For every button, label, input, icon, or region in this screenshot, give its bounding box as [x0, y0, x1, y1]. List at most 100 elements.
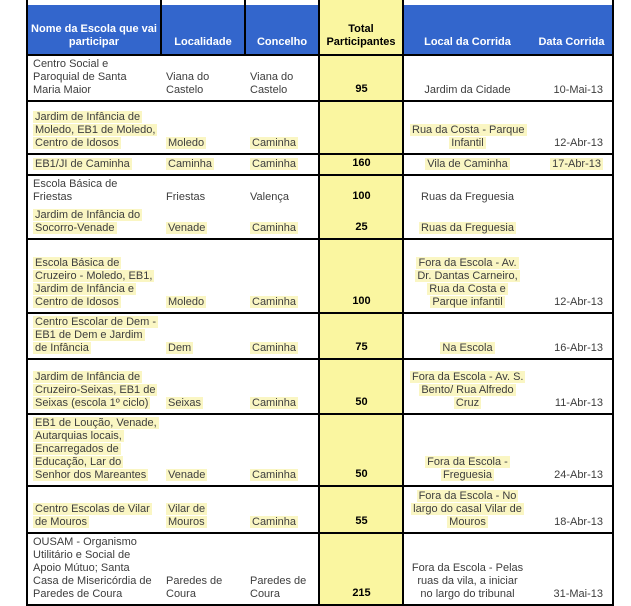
school-cell: Centro Social e Paroquial de Santa Maria…: [33, 58, 127, 96]
school-text: Jardim de Infância de Moledo, EB1 de Mol…: [33, 111, 158, 149]
locality-cell: Vilar de Mouros: [161, 486, 245, 533]
date-cell: [531, 175, 613, 207]
total-cell: 50: [318, 414, 404, 486]
table-row: Jardim de Infância do Socorro-Venade Vena…: [27, 207, 613, 239]
school-cell: EB1 de Loução, Venade, Autarquias locais…: [27, 414, 161, 486]
location-text: Fora da Escola - Av. S. Bento/ Rua Alfre…: [410, 371, 526, 409]
county-cell: Caminha: [245, 207, 319, 239]
school-text: Escola Básica de Cruzeiro - Moledo, EB1,…: [33, 257, 155, 308]
county-text: Caminha: [250, 222, 299, 234]
table-row: Jardim de Infância de Moledo, EB1 de Mol…: [27, 101, 613, 154]
locality-text: Venade: [166, 469, 208, 481]
column-header-county: Concelho: [244, 5, 319, 55]
locality-text: Venade: [166, 222, 208, 234]
total-cell: [318, 101, 404, 154]
school-cell: Jardim de Infância de Cruzeiro-Seixas, E…: [27, 359, 161, 414]
location-cell: Rua da Costa - Parque Infantil: [403, 101, 531, 154]
county-cell: Caminha: [245, 486, 319, 533]
locality-cell: Moledo: [161, 239, 245, 313]
location-text: Na Escola: [440, 342, 495, 354]
school-cell: Jardim de Infância do Socorro-Venade: [27, 207, 161, 239]
county-cell: Viana do Castelo: [250, 71, 294, 96]
date-cell: 10-Mai-13: [553, 84, 603, 96]
location-cell: Fora da Escola - No largo do casal Vilar…: [403, 486, 531, 533]
school-cell: OUSAM - Organismo Utilitário e Social de…: [33, 536, 152, 600]
column-header-date: Data Corrida: [531, 5, 613, 55]
total-cell: 100: [318, 175, 404, 207]
locality-text: Vilar de Mouros: [166, 503, 208, 528]
table-row: Escola Básica de Cruzeiro - Moledo, EB1,…: [27, 239, 613, 313]
location-cell: Vila de Caminha: [403, 154, 531, 175]
county-text: Caminha: [250, 469, 299, 481]
strip-cell: [403, 0, 531, 5]
locality-cell: Paredes de Coura: [166, 575, 223, 600]
county-cell: Valença: [250, 191, 289, 203]
total-cell: 50: [318, 359, 404, 414]
locality-text: Caminha: [166, 158, 215, 170]
total-cell: 25: [318, 207, 404, 239]
table-header: Nome da Escola que vai participar Locali…: [27, 0, 613, 55]
locality-cell: Moledo: [161, 101, 245, 154]
header-top-strip: [27, 0, 613, 5]
school-cell: Centro Escolas de Vilar de Mouros: [27, 486, 161, 533]
date-cell: 17-Abr-13: [531, 154, 613, 175]
locality-cell: Viana do Castelo: [166, 71, 210, 96]
column-header-locality: Localidade: [160, 5, 245, 55]
locality-cell: Venade: [161, 414, 245, 486]
locality-text: Moledo: [166, 137, 207, 149]
county-text: Caminha: [250, 516, 299, 528]
school-text: Jardim de Infância do Socorro-Venade: [33, 209, 143, 234]
school-cell: Escola Básica de Cruzeiro - Moledo, EB1,…: [27, 239, 161, 313]
county-cell: Caminha: [245, 414, 319, 486]
date-cell: 11-Abr-13: [554, 397, 603, 409]
county-text: Caminha: [250, 342, 299, 354]
column-header-school: Nome da Escola que vai participar: [27, 5, 161, 55]
locality-text: Dem: [166, 342, 194, 354]
location-cell: Jardim da Cidade: [424, 84, 511, 96]
locality-cell: Caminha: [161, 154, 245, 175]
column-header-location: Local da Corrida: [403, 5, 531, 55]
school-text: Jardim de Infância de Cruzeiro-Seixas, E…: [33, 371, 158, 409]
county-cell: Caminha: [245, 154, 319, 175]
location-cell: Fora da Escola - Pelas ruas da vila, a i…: [411, 562, 524, 600]
participants-table: Nome da Escola que vai participar Locali…: [26, 0, 614, 606]
county-cell: Caminha: [245, 359, 319, 414]
date-cell: 16-Abr-13: [554, 342, 603, 354]
school-text: EB1/JI de Caminha: [33, 158, 132, 170]
county-cell: Caminha: [245, 101, 319, 154]
table-row: EB1 de Loução, Venade, Autarquias locais…: [27, 414, 613, 486]
location-cell: Ruas da Freguesia: [403, 207, 531, 239]
locality-text: Seixas: [166, 397, 204, 409]
strip-cell: [160, 0, 245, 5]
school-text: Centro Escolar de Dem - EB1 de Dem e Jar…: [33, 316, 159, 354]
table-body: Centro Social e Paroquial de Santa Maria…: [27, 55, 613, 605]
column-header-row: Nome da Escola que vai participar Locali…: [27, 5, 613, 55]
school-text: Centro Escolas de Vilar de Mouros: [33, 503, 152, 528]
location-text: Rua da Costa - Parque Infantil: [410, 124, 527, 149]
locality-cell: Dem: [161, 313, 245, 359]
location-text: Vila de Caminha: [425, 158, 510, 170]
location-cell: Fora da Escola - Av. Dr. Dantas Carneiro…: [403, 239, 531, 313]
county-text: Caminha: [250, 137, 299, 149]
date-cell: [531, 207, 613, 239]
school-text: EB1 de Loução, Venade, Autarquias locais…: [33, 417, 159, 481]
total-cell: 215: [318, 533, 404, 605]
location-cell: Ruas da Freguesia: [421, 191, 514, 203]
table-row: Escola Básica de Friestas Friestas Valença…: [27, 175, 613, 207]
total-cell: 95: [318, 55, 404, 101]
total-cell: 75: [318, 313, 404, 359]
table-row: EB1/JI de Caminha Caminha Caminha 160 Vila d…: [27, 154, 613, 175]
location-cell: Na Escola: [403, 313, 531, 359]
locality-cell: Venade: [161, 207, 245, 239]
strip-cell: [244, 0, 319, 5]
school-cell: EB1/JI de Caminha: [27, 154, 161, 175]
date-text: 17-Abr-13: [550, 158, 603, 170]
county-text: Caminha: [250, 397, 299, 409]
county-cell: Caminha: [245, 239, 319, 313]
locality-cell: Friestas: [166, 191, 206, 203]
school-cell: Centro Escolar de Dem - EB1 de Dem e Jar…: [27, 313, 161, 359]
table-row: OUSAM - Organismo Utilitário e Social de…: [27, 533, 613, 605]
date-cell: 18-Abr-13: [554, 516, 603, 528]
school-cell: Escola Básica de Friestas: [33, 178, 118, 203]
locality-text: Moledo: [166, 296, 207, 308]
